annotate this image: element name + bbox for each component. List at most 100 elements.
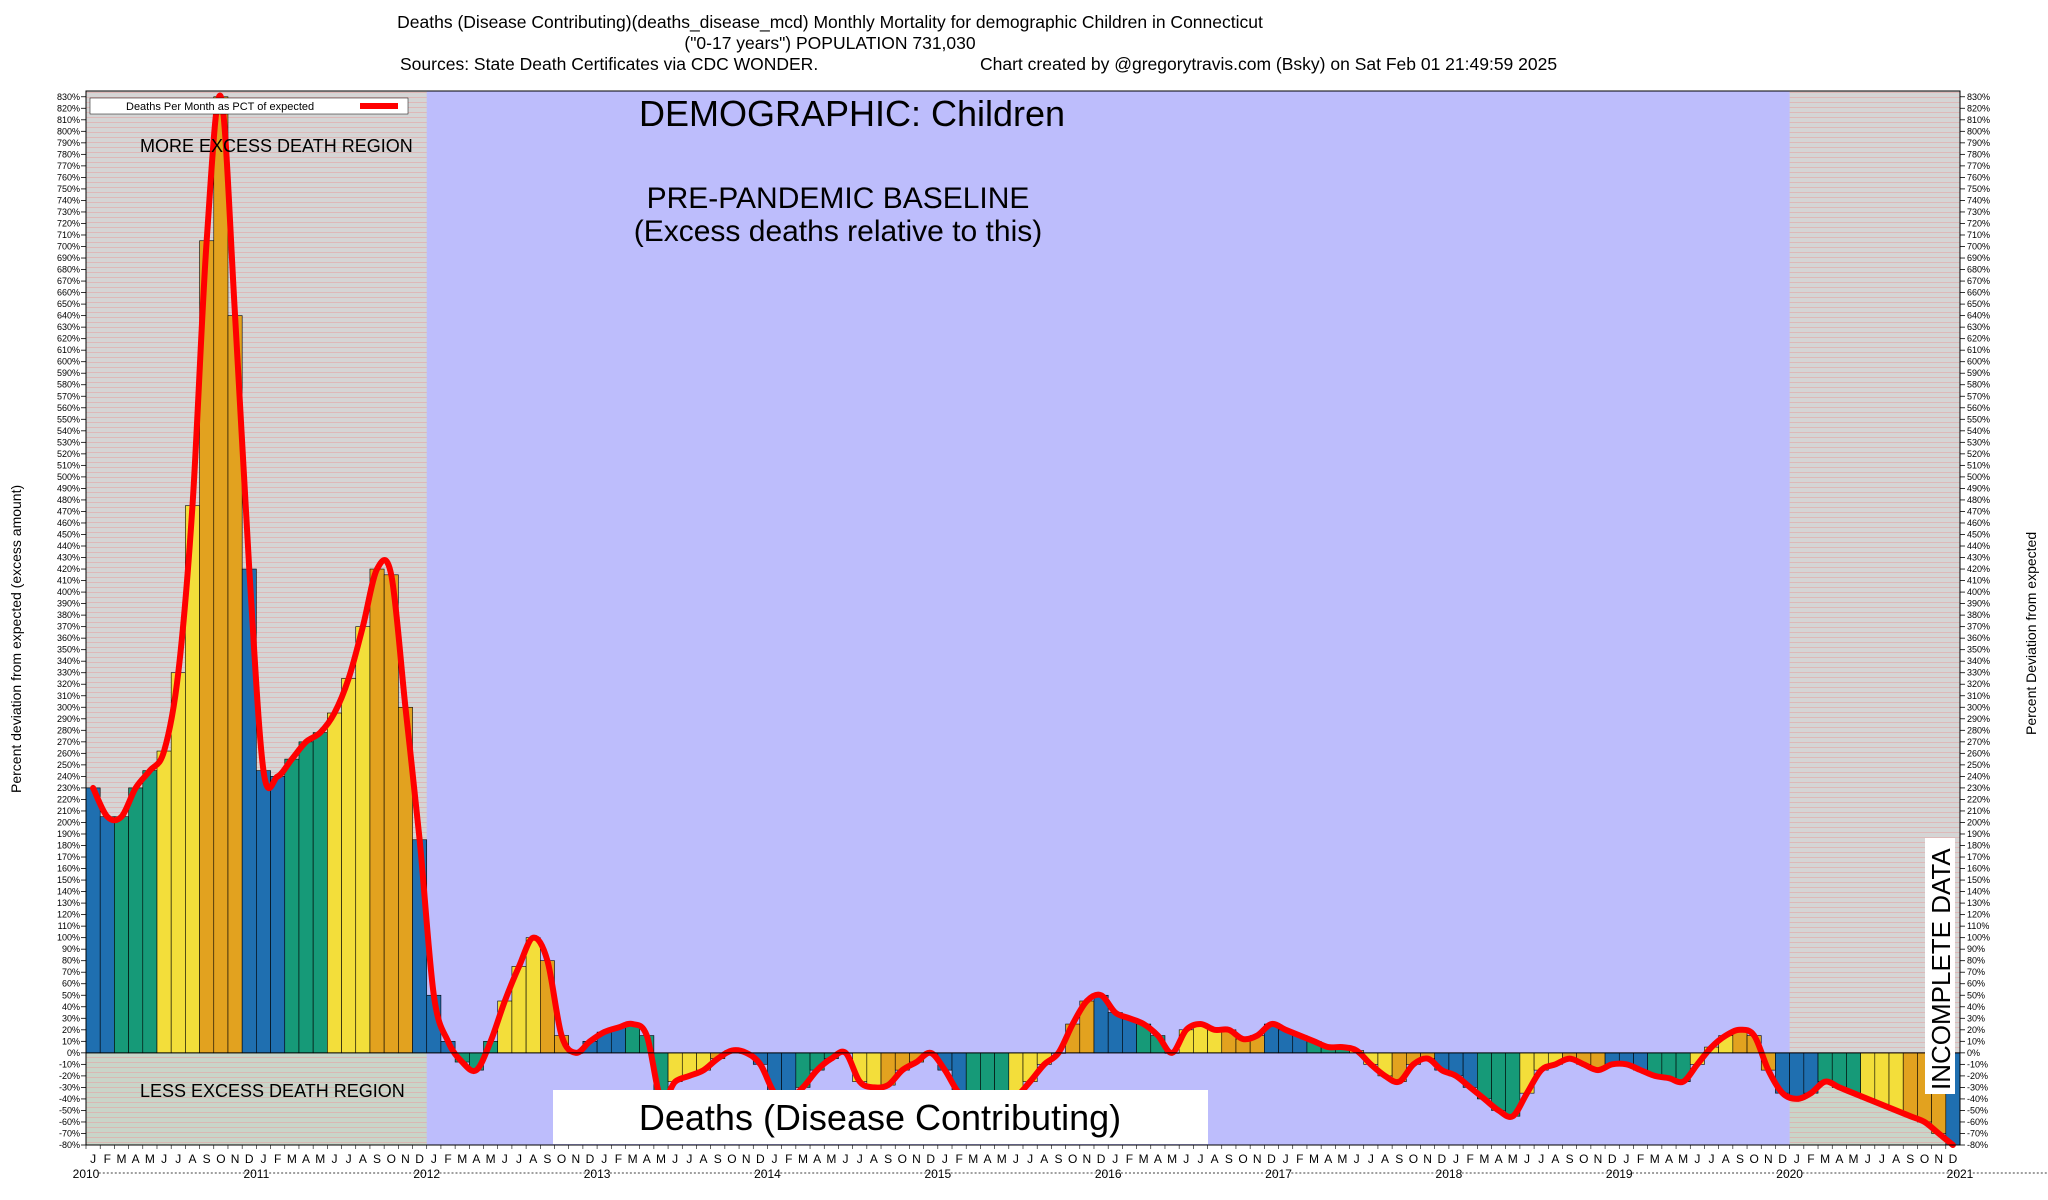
y-tick-label-right: 370% — [1967, 622, 1990, 632]
y-tick-label: 50% — [62, 990, 80, 1000]
x-month-label: N — [1423, 1152, 1432, 1166]
y-tick-label-right: 800% — [1967, 126, 1990, 136]
bar — [1902, 1052, 1918, 1117]
x-month-label: A — [302, 1152, 310, 1166]
y-tick-label: 180% — [57, 841, 80, 851]
y-tick-label-right: 660% — [1967, 288, 1990, 298]
y-tick-label: 760% — [57, 172, 80, 182]
x-month-label: J — [1283, 1152, 1289, 1166]
x-month-label: A — [1835, 1152, 1843, 1166]
y-tick-label-right: 70% — [1967, 967, 1985, 977]
y-tick-label: 570% — [57, 391, 80, 401]
incomplete-label-box — [1925, 838, 1955, 1094]
x-month-label: J — [346, 1152, 352, 1166]
x-month-label: F — [1807, 1152, 1814, 1166]
x-month-label: M — [1337, 1152, 1347, 1166]
y-tick-label: 340% — [57, 656, 80, 666]
y-tick-label-right: 60% — [1967, 979, 1985, 989]
bar — [213, 96, 229, 1054]
x-month-label: D — [415, 1152, 424, 1166]
y-tick-label: 20% — [62, 1025, 80, 1035]
x-month-label: O — [727, 1152, 736, 1166]
y-tick-label: 640% — [57, 311, 80, 321]
y-tick-label: 160% — [57, 864, 80, 874]
x-month-label: D — [1437, 1152, 1446, 1166]
y-tick-label-right: 110% — [1967, 921, 1989, 931]
x-month-label: S — [373, 1152, 381, 1166]
y-tick-label-right: 40% — [1967, 1002, 1985, 1012]
x-month-label: N — [1934, 1152, 1943, 1166]
y-tick-label-right: 500% — [1967, 472, 1990, 482]
y-tick-label: 820% — [57, 103, 80, 113]
y-tick-label: 250% — [57, 760, 80, 770]
y-tick-label-right: 410% — [1967, 576, 1990, 586]
y-tick-label-right: 250% — [1967, 760, 1990, 770]
x-month-label: N — [571, 1152, 580, 1166]
bar — [1846, 1052, 1861, 1094]
x-month-label: A — [1154, 1152, 1162, 1166]
bar — [1860, 1052, 1876, 1100]
bar — [355, 626, 371, 1054]
x-month-label: D — [926, 1152, 935, 1166]
y-tick-label-right: 200% — [1967, 817, 1990, 827]
x-month-label: J — [1368, 1152, 1374, 1166]
y-tick-label-right: 480% — [1967, 495, 1990, 505]
y-tick-label: 550% — [57, 414, 80, 424]
y-tick-label-right: 460% — [1967, 518, 1990, 528]
x-month-label: M — [315, 1152, 325, 1166]
y-tick-label: 390% — [57, 599, 80, 609]
y-tick-label: 30% — [62, 1013, 80, 1023]
y-tick-label-right: 280% — [1967, 725, 1990, 735]
bar — [1491, 1052, 1506, 1111]
x-month-label: O — [557, 1152, 566, 1166]
y-tick-label-right: 270% — [1967, 737, 1990, 747]
y-tick-label-right: -60% — [1967, 1117, 1988, 1127]
y-tick-label: 500% — [57, 472, 80, 482]
x-month-label: D — [1949, 1152, 1958, 1166]
y-tick-label-right: 420% — [1967, 564, 1990, 574]
bar — [1888, 1052, 1904, 1111]
x-month-label: A — [1551, 1152, 1559, 1166]
x-month-label: J — [772, 1152, 778, 1166]
y-tick-label: 90% — [62, 944, 80, 954]
x-month-label: J — [1709, 1152, 1715, 1166]
bar — [866, 1052, 882, 1088]
y-tick-label: -10% — [59, 1059, 80, 1069]
y-tick-label-right: 150% — [1967, 875, 1990, 885]
y-tick-label-right: 710% — [1967, 230, 1990, 240]
y-tick-label-right: 300% — [1967, 702, 1990, 712]
y-tick-label: 610% — [57, 345, 80, 355]
x-month-label: F — [444, 1152, 451, 1166]
y-tick-label-right: 550% — [1967, 414, 1990, 424]
y-tick-label-right: 130% — [1967, 898, 1990, 908]
y-tick-label: 650% — [57, 299, 80, 309]
x-month-label: S — [884, 1152, 892, 1166]
y-tick-label-right: 760% — [1967, 172, 1990, 182]
x-month-label: A — [1722, 1152, 1730, 1166]
y-tick-label: 720% — [57, 218, 80, 228]
x-month-label: J — [1524, 1152, 1530, 1166]
x-month-label: F — [1637, 1152, 1644, 1166]
axes: -80% -80%-70% -70%-60% -60%-50% -50%-40% -40%… — [57, 90, 2048, 1181]
y-tick-label-right: -70% — [1967, 1128, 1988, 1138]
x-month-label: A — [1665, 1152, 1673, 1166]
y-tick-label-right: 670% — [1967, 276, 1990, 286]
x-month-label: D — [1778, 1152, 1787, 1166]
x-month-label: S — [1566, 1152, 1574, 1166]
bar — [114, 816, 129, 1054]
y-tick-label: 780% — [57, 149, 80, 159]
y-tick-label-right: 620% — [1967, 334, 1990, 344]
y-axis-label-right: Percent Deviation from expected — [2023, 532, 2039, 735]
y-tick-label-right: 190% — [1967, 829, 1990, 839]
x-month-label: J — [1865, 1152, 1871, 1166]
bar — [1789, 1052, 1805, 1100]
x-month-label: J — [1794, 1152, 1800, 1166]
y-tick-label-right: 140% — [1967, 887, 1990, 897]
y-tick-label: -40% — [59, 1094, 80, 1104]
y-tick-label-right: 50% — [1967, 990, 1985, 1000]
y-tick-label-right: 240% — [1967, 771, 1990, 781]
chart-title-line1: Deaths (Disease Contributing)(deaths_dis… — [397, 12, 1263, 32]
x-month-label: J — [1538, 1152, 1544, 1166]
x-month-label: N — [912, 1152, 921, 1166]
bar — [327, 712, 342, 1054]
